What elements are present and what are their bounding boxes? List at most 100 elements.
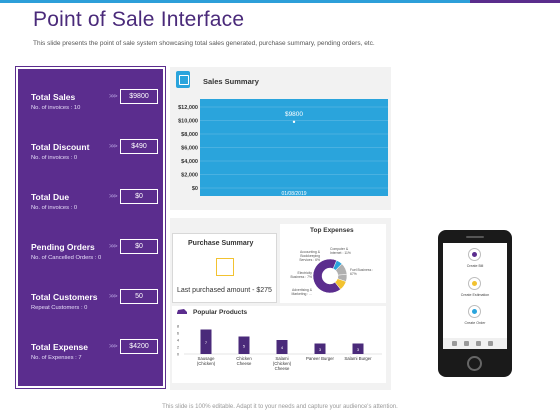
popular-products-title: Popular Products (193, 309, 248, 316)
bar (314, 343, 326, 354)
kpi-total-sales[interactable]: Total Sales No. of invoices : 10 >>> $98… (18, 89, 163, 136)
kpi-value: $9800 (120, 89, 158, 104)
top-accent-bar-dark (470, 0, 560, 3)
home-icon[interactable] (452, 341, 457, 346)
kpi-subtitle: No. of invoices : 0 (31, 205, 78, 211)
y-tick-label: 8 (177, 324, 180, 329)
x-tick-label: Sausage (198, 356, 216, 361)
square-icon (216, 258, 234, 276)
chevrons-icon: >>> (109, 344, 117, 350)
purchase-summary-card (172, 233, 277, 303)
kpi-subtitle: Repeat Customers : 0 (31, 305, 88, 311)
chevrons-icon: >>> (109, 194, 117, 200)
popular-products-chart: 024687Sausage(Chicken)5ChickenCheese4Sal… (177, 324, 382, 371)
last-purchase-text: Last purchased amount - $275 (177, 287, 272, 294)
phone-create-bill[interactable]: Create Bill (466, 264, 484, 268)
kpi-value: $490 (120, 139, 158, 154)
kpi-total-expense[interactable]: Total Expense No. of Expenses : 7 >>> $4… (18, 339, 163, 386)
phone-speaker (466, 236, 484, 238)
y-tick-label: 6 (177, 331, 180, 336)
x-tick-label: (Chicken) (273, 361, 292, 366)
chevrons-icon: >>> (109, 294, 117, 300)
kpi-subtitle: No. of Cancelled Orders : 0 (31, 255, 102, 261)
y-tick-label: $0 (192, 186, 198, 192)
bar (238, 336, 250, 354)
x-tick-label: Paneer Burger (306, 356, 335, 361)
bar-value-label: 4 (281, 345, 284, 350)
top-expenses-donut (312, 258, 348, 294)
expense-label: Computer & Internet : 11% (330, 247, 351, 255)
kpi-subtitle: No. of Expenses : 7 (31, 355, 82, 361)
y-tick-label: $2,000 (181, 173, 198, 179)
bar-value-label: 5 (243, 343, 246, 348)
top-expenses-title: Top Expenses (310, 227, 354, 234)
chart-icon[interactable] (476, 341, 481, 346)
x-tick-label: Chicken (236, 356, 252, 361)
bar-value-label: 3 (357, 347, 360, 352)
y-tick-label: 2 (177, 345, 180, 350)
kpi-total-due[interactable]: Total Due No. of invoices : 0 >>> $0 (18, 189, 163, 236)
pie-slice (312, 258, 341, 294)
page-title: Point of Sale Interface (33, 8, 245, 31)
kpi-value: $0 (120, 189, 158, 204)
sales-summary-title: Sales Summary (203, 77, 259, 86)
bill-icon[interactable] (468, 248, 481, 261)
page-subtitle: This slide presents the point of sale sy… (33, 40, 375, 47)
x-tick-label: 01/08/2019 (281, 191, 306, 197)
bar-value-label: 3 (319, 347, 322, 352)
kpi-total-discount[interactable]: Total Discount No. of invoices : 0 >>> $… (18, 139, 163, 186)
kpi-subtitle: No. of invoices : 0 (31, 155, 78, 161)
kpi-title: Total Expense (31, 342, 88, 352)
expense-label: Electricity Business : 7% (290, 271, 313, 279)
data-label: $9800 (285, 111, 303, 118)
kpi-pending-orders[interactable]: Pending Orders No. of Cancelled Orders :… (18, 239, 163, 286)
x-tick-label: Salami Burger (344, 356, 372, 361)
kpi-value: $4200 (120, 339, 158, 354)
bar-value-label: 7 (205, 340, 208, 345)
settings-icon[interactable] (488, 341, 493, 346)
sales-summary-chart: $0 $2,000 $4,000 $6,000 $8,000 $10,000 $12,000… (178, 105, 388, 197)
y-tick-label: $12,000 (178, 105, 198, 111)
y-tick-label: 4 (177, 338, 180, 343)
phone-create-order[interactable]: Create Order (464, 321, 486, 325)
bar (200, 329, 212, 354)
x-tick-label: Cheese (275, 366, 290, 371)
data-point (292, 120, 296, 124)
car-icon (177, 309, 187, 314)
y-tick-label: 0 (177, 352, 180, 357)
list-icon[interactable] (464, 341, 469, 346)
kpi-title: Total Sales (31, 92, 76, 102)
expense-label: Fuel Business : 67% (350, 268, 374, 276)
x-tick-label: (Chicken) (197, 361, 216, 366)
kpi-total-customers[interactable]: Total Customers Repeat Customers : 0 >>>… (18, 289, 163, 336)
y-tick-label: $10,000 (178, 119, 198, 125)
kpi-sidebar: Total Sales No. of invoices : 10 >>> $98… (15, 66, 166, 389)
bar (352, 343, 364, 354)
phone-nav-bar (443, 338, 507, 349)
order-icon[interactable] (468, 305, 481, 318)
expense-label: Advertising & Marketing : ... (291, 288, 312, 296)
phone-create-estimation[interactable]: Create Estimation (460, 293, 490, 297)
kpi-title: Total Customers (31, 292, 98, 302)
kpi-subtitle: No. of invoices : 10 (31, 105, 81, 111)
kpi-value: $0 (120, 239, 158, 254)
y-tick-label: $6,000 (181, 146, 198, 152)
x-tick-label: Salami (275, 356, 288, 361)
kpi-value: 50 (120, 289, 158, 304)
kpi-title: Total Discount (31, 142, 90, 152)
receipt-icon (176, 71, 190, 88)
chevrons-icon: >>> (109, 94, 117, 100)
y-tick-label: $8,000 (181, 132, 198, 138)
kpi-title: Pending Orders (31, 242, 95, 252)
x-tick-label: Cheese (237, 361, 252, 366)
expense-label: Accounting & Bookkeeping Services : 6% (299, 250, 320, 262)
chevrons-icon: >>> (109, 244, 117, 250)
top-accent-bar (0, 0, 560, 3)
purchase-summary-title: Purchase Summary (188, 240, 254, 247)
bar (276, 340, 288, 354)
y-tick-label: $4,000 (181, 159, 198, 165)
chevrons-icon: >>> (109, 144, 117, 150)
footer-note: This slide is 100% editable. Adapt it to… (162, 404, 398, 410)
phone-home-button[interactable] (467, 356, 482, 371)
estimation-icon[interactable] (468, 277, 481, 290)
